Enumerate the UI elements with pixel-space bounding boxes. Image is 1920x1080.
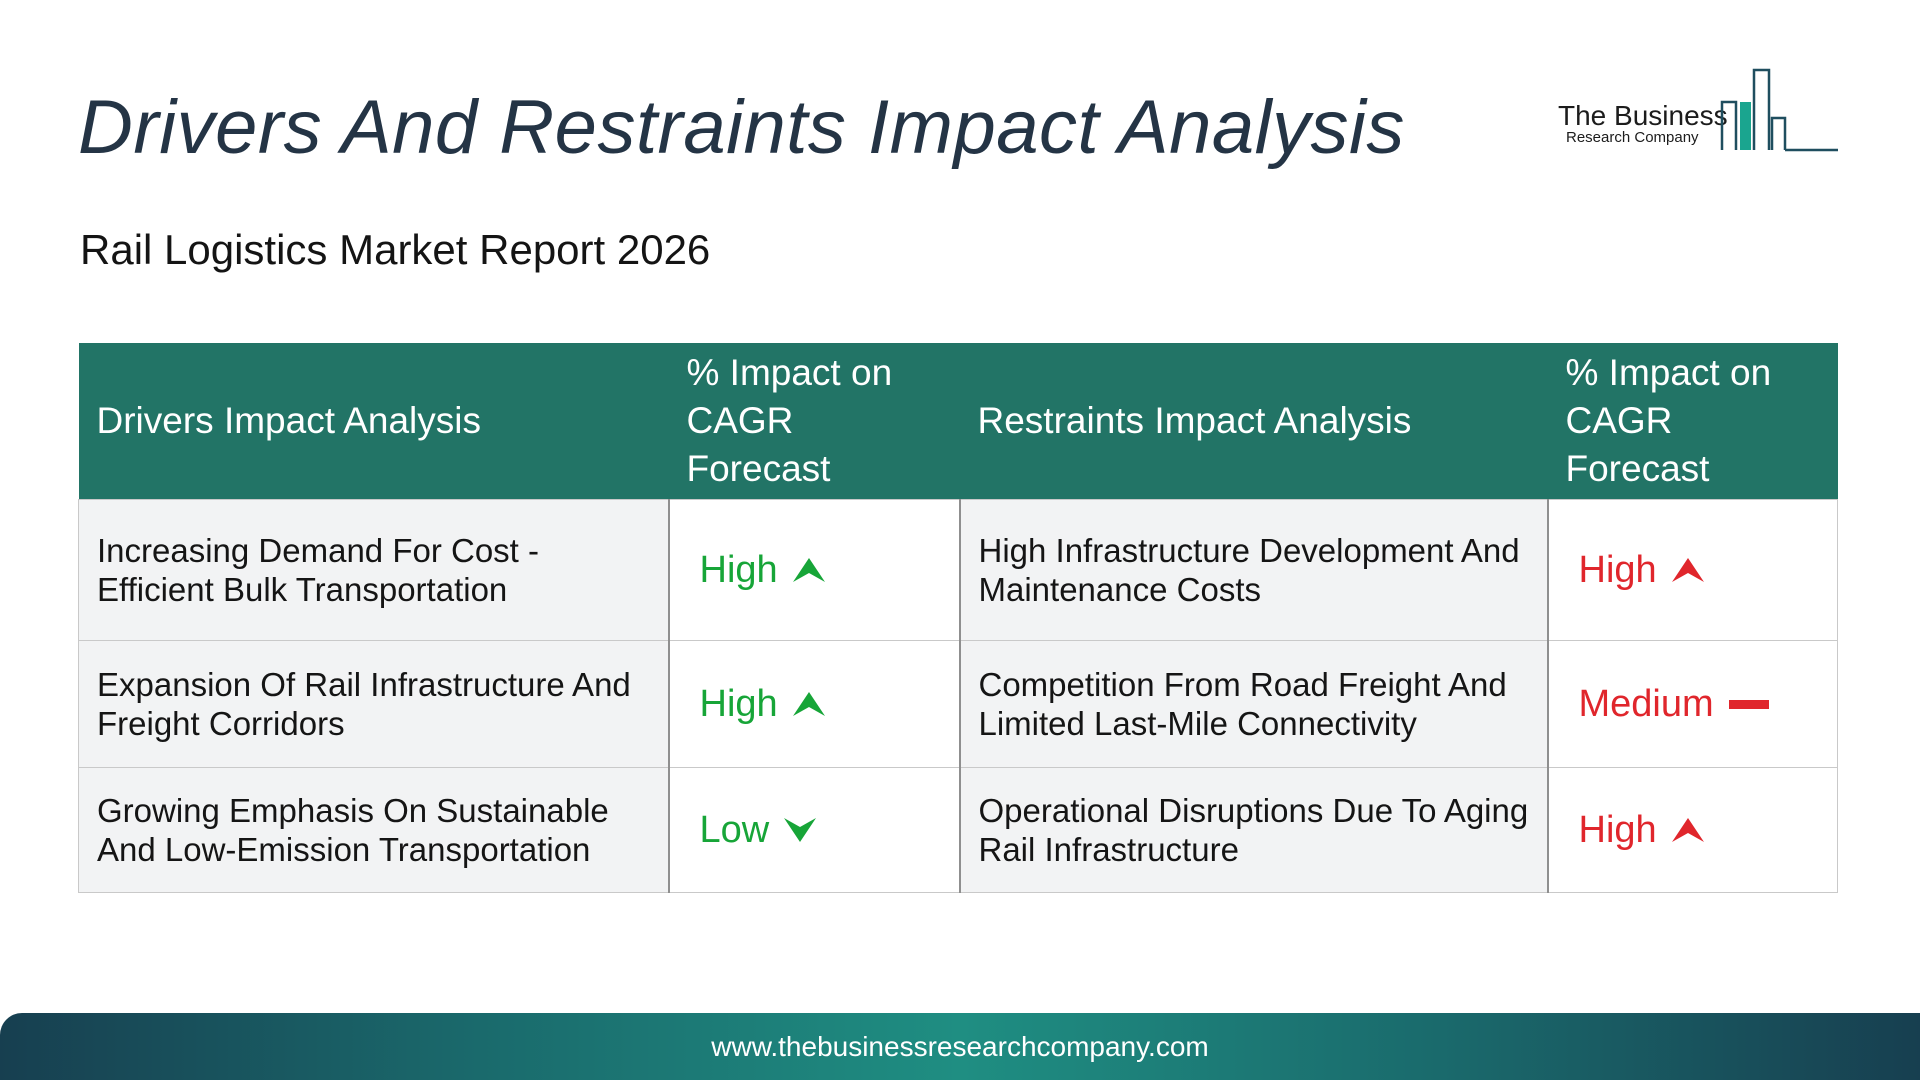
- driver-impact-label: Low: [699, 808, 770, 851]
- header-drivers-impact: % Impact on CAGR Forecast: [668, 343, 960, 500]
- arrow-up-icon: [792, 692, 825, 716]
- restraint-cell: Competition From Road Freight And Limite…: [958, 640, 1548, 768]
- restraint-impact-level: Medium: [1578, 682, 1770, 725]
- header-restraints: Restraints Impact Analysis: [959, 343, 1548, 500]
- driver-impact-cell: High: [667, 640, 960, 768]
- arrow-up-icon: [1671, 558, 1704, 582]
- arrow-up-icon: [792, 558, 825, 582]
- restraint-impact-label: High: [1578, 808, 1657, 851]
- table-row: Expansion Of Rail Infrastructure And Fre…: [78, 640, 1838, 768]
- arrow-up-icon: [1671, 818, 1704, 842]
- header-drivers: Drivers Impact Analysis: [78, 343, 669, 500]
- driver-impact-level: High: [699, 548, 826, 591]
- table-row: Increasing Demand For Cost - Efficient B…: [78, 499, 1838, 641]
- driver-cell: Expansion Of Rail Infrastructure And Fre…: [78, 640, 669, 768]
- driver-impact-cell: High: [667, 499, 960, 641]
- driver-impact-label: High: [699, 548, 778, 591]
- footer-url[interactable]: www.thebusinessresearchcompany.com: [711, 1031, 1209, 1062]
- restraint-cell: High Infrastructure Development And Main…: [958, 499, 1548, 641]
- header-restraints-impact: % Impact on CAGR Forecast: [1547, 343, 1838, 500]
- restraint-impact-cell: High: [1546, 767, 1838, 893]
- report-subtitle: Rail Logistics Market Report 2026: [80, 226, 711, 273]
- table-row: Growing Emphasis On Sustainable And Low-…: [78, 767, 1838, 893]
- restraint-impact-cell: Medium: [1546, 640, 1838, 768]
- restraint-cell: Operational Disruptions Due To Aging Rai…: [958, 767, 1548, 893]
- driver-impact-label: High: [699, 682, 778, 725]
- driver-cell: Increasing Demand For Cost - Efficient B…: [78, 499, 669, 641]
- restraint-impact-cell: High: [1546, 499, 1838, 641]
- company-logo: The Business Research Company: [1552, 66, 1840, 156]
- logo-name: The Business: [1558, 100, 1728, 131]
- driver-impact-level: High: [699, 682, 826, 725]
- restraint-impact-label: Medium: [1578, 682, 1714, 725]
- restraint-impact-level: High: [1578, 808, 1705, 851]
- driver-cell: Growing Emphasis On Sustainable And Low-…: [78, 767, 669, 893]
- restraint-impact-label: High: [1578, 548, 1657, 591]
- driver-impact-level: Low: [699, 808, 818, 851]
- driver-impact-cell: Low: [667, 767, 960, 893]
- dash-icon: [1728, 700, 1769, 709]
- page-title: Drivers And Restraints Impact Analysis: [78, 85, 1405, 170]
- impact-table: Drivers Impact Analysis % Impact on CAGR…: [78, 343, 1838, 893]
- arrow-down-icon: [784, 818, 817, 842]
- table-header-row: Drivers Impact Analysis % Impact on CAGR…: [78, 343, 1838, 500]
- bar-building-logo-icon: [1720, 68, 1838, 152]
- restraint-impact-level: High: [1578, 548, 1705, 591]
- logo-tagline: Research Company: [1566, 129, 1699, 146]
- footer-bar: www.thebusinessresearchcompany.com: [0, 1013, 1920, 1080]
